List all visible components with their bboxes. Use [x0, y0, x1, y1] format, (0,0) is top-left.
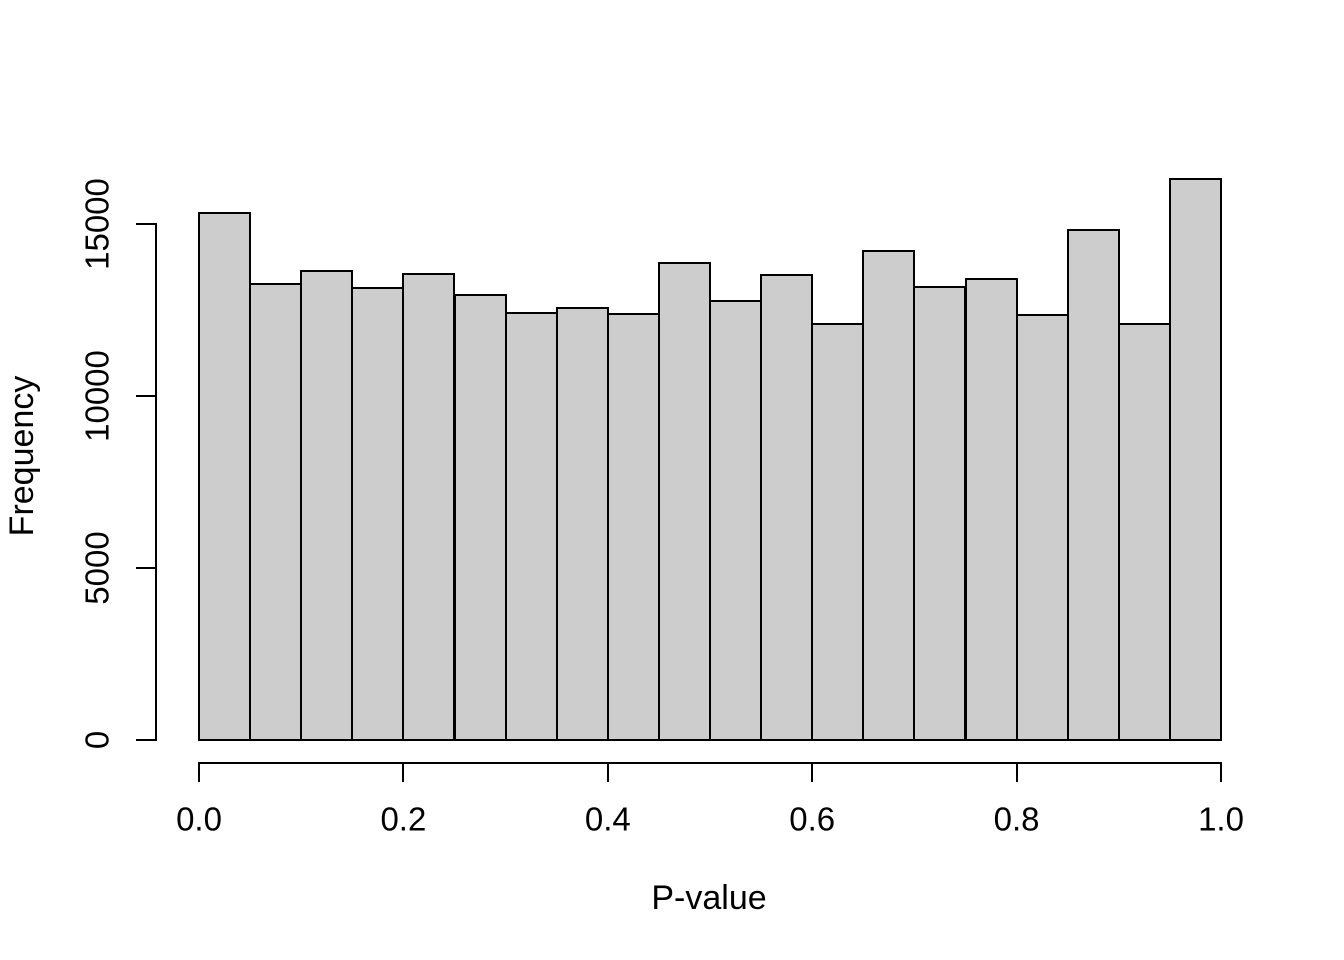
y-axis-tick [136, 223, 156, 225]
x-axis-tick [606, 763, 609, 782]
histogram-bar [862, 249, 916, 741]
x-axis-tick [1220, 763, 1222, 782]
histogram-bar [198, 211, 252, 741]
histogram-bar [1117, 323, 1171, 741]
y-tick-label: 10000 [78, 350, 116, 442]
x-axis-tick [1015, 763, 1018, 782]
x-axis-line [198, 762, 1222, 764]
histogram-bar [402, 272, 456, 741]
histogram-bar [606, 313, 660, 741]
histogram-bar [1015, 314, 1069, 741]
x-tick-label: 0.2 [380, 800, 427, 838]
x-tick-label: 0.0 [176, 800, 222, 838]
y-tick-label: 15000 [78, 178, 116, 270]
y-axis-line [155, 223, 157, 741]
x-tick-label: 1.0 [1198, 800, 1244, 838]
histogram-bar [351, 287, 405, 741]
x-tick-label: 0.6 [789, 800, 836, 838]
histogram-bar [709, 300, 763, 741]
histogram-bar [657, 261, 711, 741]
y-axis-title: Frequency [3, 375, 41, 537]
y-tick-label: 0 [78, 730, 116, 750]
histogram-bar [760, 273, 814, 741]
y-tick-label: 5000 [78, 531, 116, 605]
histogram-bar [811, 323, 865, 741]
x-axis-tick [198, 763, 200, 782]
x-tick-label: 0.4 [584, 800, 631, 838]
y-axis-tick [136, 395, 156, 397]
histogram-bar [300, 270, 354, 741]
histogram-bar [504, 312, 558, 741]
y-axis-tick [136, 739, 156, 741]
histogram-bar [913, 285, 967, 741]
histogram-bar [964, 278, 1018, 741]
histogram-bar [1066, 228, 1120, 741]
histogram-bar [555, 306, 609, 741]
histogram-bar [249, 282, 303, 741]
histogram-bar [1168, 178, 1222, 741]
x-axis-title: P-value [651, 879, 767, 917]
y-axis-tick [136, 567, 156, 569]
histogram-bar [453, 293, 507, 741]
x-axis-tick [811, 763, 814, 782]
x-axis-tick [402, 763, 405, 782]
x-tick-label: 0.8 [993, 800, 1040, 838]
